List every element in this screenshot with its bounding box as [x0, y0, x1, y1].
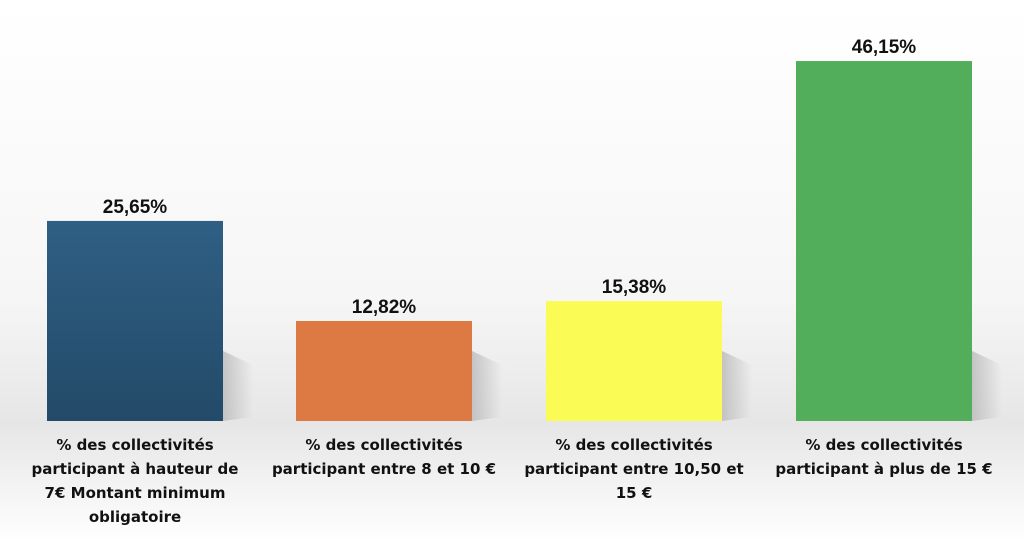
category-label: % des collectivités participant entre 8 …	[271, 436, 497, 478]
value-label: 46,15%	[852, 37, 917, 58]
category-label: % des collectivités participant à plus d…	[775, 436, 993, 478]
value-label: 12,82%	[352, 297, 417, 318]
bar	[296, 321, 472, 421]
category-label: % des collectivités participant entre 10…	[524, 436, 744, 502]
value-label: 25,65%	[103, 197, 168, 218]
value-label: 15,38%	[602, 277, 667, 298]
bar-shadow	[472, 351, 502, 421]
bar	[796, 61, 972, 421]
bar	[546, 301, 722, 421]
bar	[47, 220, 223, 421]
bar-shadow	[223, 351, 253, 421]
bar-shadow	[972, 351, 1002, 421]
bar-shadow	[722, 351, 752, 421]
category-label: % des collectivités participant à hauteu…	[31, 436, 239, 526]
